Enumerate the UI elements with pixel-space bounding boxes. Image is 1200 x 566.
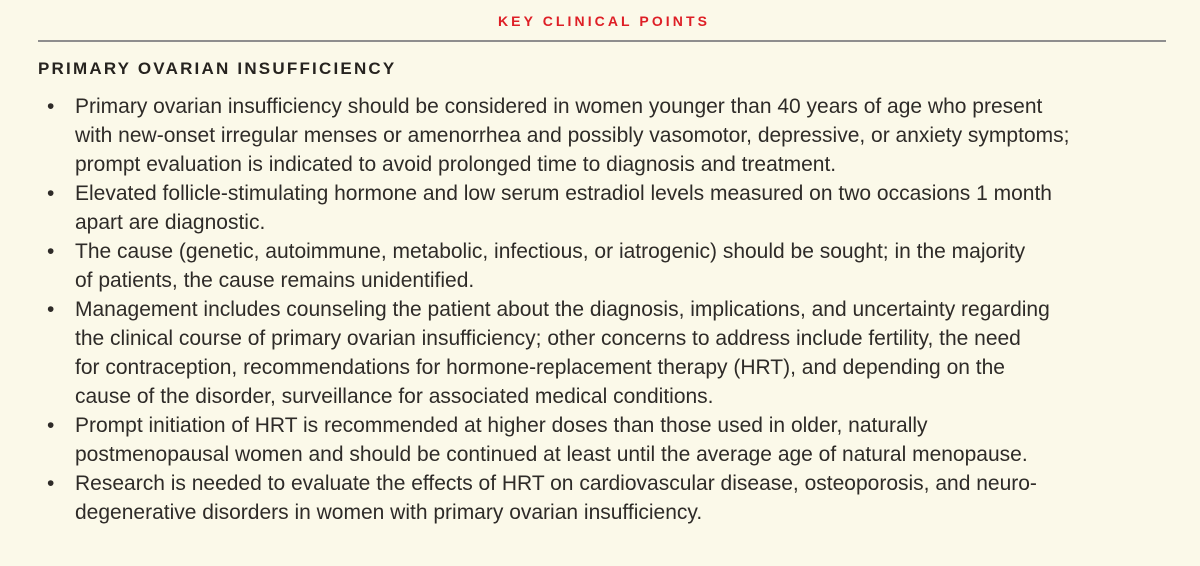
bullet-icon: • [47, 240, 55, 263]
bullet-text: The cause (genetic, autoimmune, metaboli… [75, 240, 1026, 292]
bullet-text: Primary ovarian insufficiency should be … [75, 95, 1070, 176]
bullet-text: Elevated follicle-stimulating hormone an… [75, 182, 1052, 234]
list-item: • Elevated follicle-stimulating hormone … [38, 179, 1170, 237]
list-item: • The cause (genetic, autoimmune, metabo… [38, 237, 1170, 295]
list-item: • Primary ovarian insufficiency should b… [38, 92, 1170, 179]
bullet-icon: • [47, 414, 55, 437]
bullet-icon: • [47, 472, 55, 495]
list-item: • Prompt initiation of HRT is recommende… [38, 411, 1170, 469]
bullet-icon: • [47, 182, 55, 205]
section-title: PRIMARY OVARIAN INSUFFICIENCY [38, 59, 397, 78]
bullet-icon: • [47, 95, 55, 118]
bullet-list: • Primary ovarian insufficiency should b… [38, 92, 1170, 527]
bullet-icon: • [47, 298, 55, 321]
list-item: • Research is needed to evaluate the eff… [38, 469, 1170, 527]
bullet-text: Management includes counseling the patie… [75, 298, 1050, 408]
bullet-text: Research is needed to evaluate the effec… [75, 472, 1037, 524]
header-divider [38, 40, 1166, 42]
list-item: • Management includes counseling the pat… [38, 295, 1170, 411]
panel-header: KEY CLINICAL POINTS [497, 13, 711, 29]
bullet-text: Prompt initiation of HRT is recommended … [75, 414, 1028, 466]
